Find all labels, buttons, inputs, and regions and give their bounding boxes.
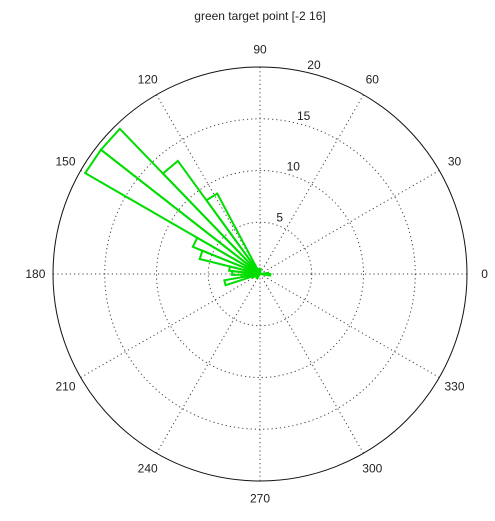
tick-labels: 0 30 60 90 120 150 180 210 240 270 300 330 5 10 15 20 [25, 42, 488, 505]
spoke-300 [259, 273, 364, 454]
spoke-30 [259, 170, 440, 275]
rose-bin-15 [255, 273, 261, 280]
radial-label-5: 5 [276, 210, 283, 224]
radial-label-10: 10 [287, 160, 301, 174]
radial-label-20: 20 [307, 58, 321, 72]
rose-bin-13 [223, 273, 261, 287]
angle-label-300: 300 [362, 462, 382, 476]
ring-10 [156, 170, 364, 378]
rose-bin-1 [259, 271, 270, 275]
angle-label-150: 150 [55, 155, 75, 169]
rose-series [83, 127, 272, 287]
spoke-330 [259, 273, 440, 378]
rose-bin-7 [83, 148, 261, 275]
rose-bin-14 [250, 273, 261, 279]
spoke-210 [80, 273, 261, 378]
ring-15 [104, 118, 416, 430]
outer-circle [52, 66, 468, 482]
spoke-120 [156, 94, 261, 275]
angle-label-240: 240 [138, 462, 158, 476]
angle-label-270: 270 [250, 492, 270, 506]
angle-label-120: 120 [138, 72, 158, 86]
angle-label-90: 90 [253, 42, 267, 56]
ring-5 [207, 221, 313, 327]
angle-label-60: 60 [366, 72, 380, 86]
angle-label-210: 210 [55, 379, 75, 393]
angle-label-30: 30 [448, 155, 462, 169]
angle-label-330: 330 [444, 379, 464, 393]
angle-label-0: 0 [481, 267, 488, 281]
angle-label-180: 180 [25, 267, 45, 281]
spoke-240 [156, 273, 261, 454]
radial-label-15: 15 [297, 109, 311, 123]
spoke-60 [259, 94, 364, 275]
chart-title: green target point [-2 16] [194, 9, 325, 23]
